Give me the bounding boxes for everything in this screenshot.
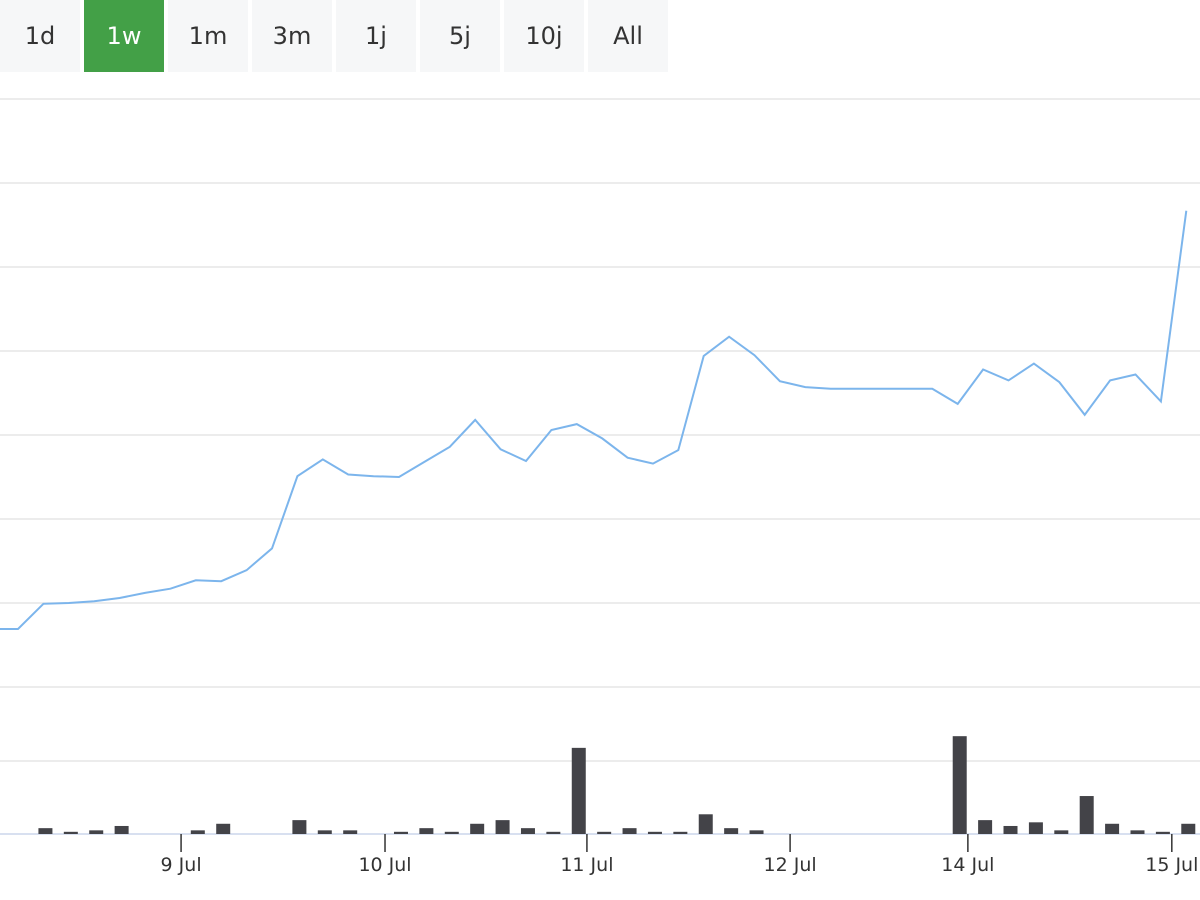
volume-bar bbox=[673, 831, 688, 834]
volume-bar bbox=[978, 820, 993, 834]
x-tick-label: 9 Jul bbox=[161, 854, 202, 876]
x-tick-label: 14 Jul bbox=[941, 854, 994, 876]
volume-bar bbox=[698, 814, 713, 834]
volume-bar bbox=[520, 828, 535, 834]
volume-bar bbox=[1181, 823, 1196, 834]
volume-bar bbox=[190, 830, 205, 834]
volume-bar bbox=[597, 831, 612, 834]
volume-bar bbox=[622, 828, 637, 834]
volume-bar bbox=[343, 830, 358, 834]
volume-bar bbox=[419, 828, 434, 834]
volume-bar bbox=[89, 830, 104, 834]
volume-bar bbox=[114, 825, 129, 834]
volume-bar bbox=[724, 828, 739, 834]
range-button[interactable]: 5j bbox=[420, 0, 500, 72]
volume-bar bbox=[1105, 823, 1120, 834]
range-button[interactable]: All bbox=[588, 0, 668, 72]
volume-bar bbox=[546, 831, 561, 834]
range-button[interactable]: 1j bbox=[336, 0, 416, 72]
plot-area bbox=[0, 210, 1196, 834]
volume-bar bbox=[749, 830, 764, 834]
volume-bar bbox=[1079, 796, 1094, 834]
volume-bar bbox=[495, 820, 510, 834]
range-button[interactable]: 10j bbox=[504, 0, 584, 72]
volume-bar bbox=[38, 828, 53, 834]
volume-bar bbox=[393, 831, 408, 834]
range-button[interactable]: 1w bbox=[84, 0, 164, 72]
volume-bar bbox=[1130, 830, 1145, 834]
volume-bar bbox=[444, 831, 459, 834]
volume-bar bbox=[216, 823, 231, 834]
volume-bar bbox=[1028, 822, 1043, 834]
volume-bar bbox=[1054, 830, 1069, 834]
volume-bar bbox=[292, 820, 307, 834]
volume-bar bbox=[1155, 831, 1170, 834]
volume-bar bbox=[317, 830, 332, 834]
x-tick-label: 10 Jul bbox=[358, 854, 411, 876]
range-button[interactable]: 1d bbox=[0, 0, 80, 72]
x-tick-label: 12 Jul bbox=[764, 854, 817, 876]
volume-bar bbox=[571, 747, 586, 834]
price-line bbox=[0, 210, 1188, 630]
range-button[interactable]: 3m bbox=[252, 0, 332, 72]
volume-bar bbox=[952, 736, 967, 834]
x-tick-label: 15 Jul bbox=[1145, 854, 1198, 876]
volume-bar bbox=[470, 823, 485, 834]
volume-bar bbox=[1003, 825, 1018, 834]
x-tick-label: 11 Jul bbox=[560, 854, 613, 876]
volume-bar bbox=[647, 831, 662, 834]
range-button[interactable]: 1m bbox=[168, 0, 248, 72]
volume-bar bbox=[63, 831, 78, 834]
